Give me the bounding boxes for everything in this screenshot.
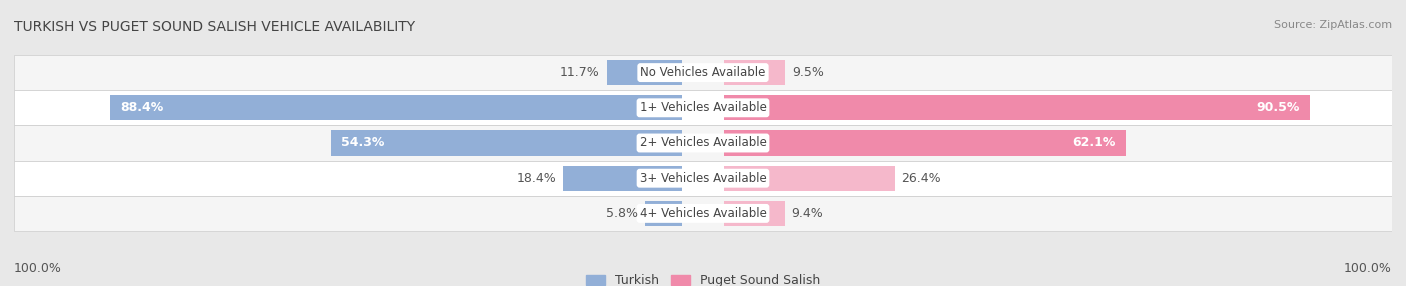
Text: 5.8%: 5.8% xyxy=(606,207,638,220)
Text: 9.4%: 9.4% xyxy=(792,207,823,220)
Bar xyxy=(330,130,682,156)
Bar xyxy=(724,130,1126,156)
Legend: Turkish, Puget Sound Salish: Turkish, Puget Sound Salish xyxy=(581,269,825,286)
Text: 54.3%: 54.3% xyxy=(342,136,384,150)
Text: 4+ Vehicles Available: 4+ Vehicles Available xyxy=(640,207,766,220)
Text: TURKISH VS PUGET SOUND SALISH VEHICLE AVAILABILITY: TURKISH VS PUGET SOUND SALISH VEHICLE AV… xyxy=(14,20,415,34)
Text: 26.4%: 26.4% xyxy=(901,172,941,185)
Text: 18.4%: 18.4% xyxy=(516,172,557,185)
Text: 2+ Vehicles Available: 2+ Vehicles Available xyxy=(640,136,766,150)
Bar xyxy=(14,90,1392,125)
Bar xyxy=(14,125,1392,161)
Bar xyxy=(724,166,894,191)
Text: 62.1%: 62.1% xyxy=(1073,136,1115,150)
Text: Source: ZipAtlas.com: Source: ZipAtlas.com xyxy=(1274,20,1392,30)
Text: 100.0%: 100.0% xyxy=(1344,262,1392,275)
Text: No Vehicles Available: No Vehicles Available xyxy=(640,66,766,79)
Bar xyxy=(645,201,682,226)
Bar xyxy=(14,196,1392,231)
Bar xyxy=(14,161,1392,196)
Bar xyxy=(14,55,1392,90)
Text: 100.0%: 100.0% xyxy=(14,262,62,275)
Text: 11.7%: 11.7% xyxy=(560,66,600,79)
Bar xyxy=(724,60,785,85)
Bar xyxy=(110,95,682,120)
Text: 1+ Vehicles Available: 1+ Vehicles Available xyxy=(640,101,766,114)
Bar xyxy=(606,60,682,85)
Bar xyxy=(564,166,682,191)
Text: 88.4%: 88.4% xyxy=(120,101,163,114)
Bar xyxy=(724,201,785,226)
Text: 90.5%: 90.5% xyxy=(1256,101,1299,114)
Text: 9.5%: 9.5% xyxy=(792,66,824,79)
Bar xyxy=(724,95,1310,120)
Text: 3+ Vehicles Available: 3+ Vehicles Available xyxy=(640,172,766,185)
